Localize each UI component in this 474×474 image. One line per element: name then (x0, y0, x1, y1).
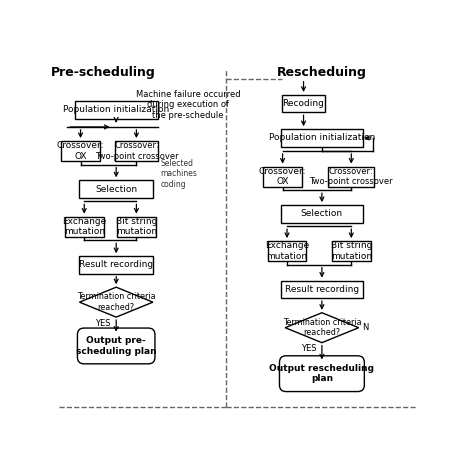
Text: N: N (362, 323, 369, 332)
FancyBboxPatch shape (281, 205, 363, 223)
Text: Result recording: Result recording (285, 285, 359, 294)
Text: Selected
machines
coding: Selected machines coding (160, 159, 197, 189)
Text: Output pre-
scheduling plan: Output pre- scheduling plan (76, 336, 156, 356)
Text: YES: YES (95, 319, 110, 328)
Text: Machine failure occurred
during execution of
the pre-schedule: Machine failure occurred during executio… (136, 90, 240, 119)
Text: Bit string
mutation: Bit string mutation (330, 241, 372, 261)
Text: Termination criteria
reached?: Termination criteria reached? (283, 318, 361, 337)
Text: Rescheduing: Rescheduing (277, 66, 367, 79)
Text: Pre-scheduling: Pre-scheduling (51, 66, 155, 79)
Polygon shape (80, 287, 153, 317)
FancyBboxPatch shape (280, 356, 365, 392)
FancyBboxPatch shape (328, 166, 374, 187)
Text: Recoding: Recoding (283, 99, 325, 108)
Text: Population initialization: Population initialization (63, 105, 169, 114)
Text: Output rescheduling
plan: Output rescheduling plan (269, 364, 374, 383)
Text: Selection: Selection (301, 210, 343, 219)
FancyBboxPatch shape (80, 256, 153, 273)
Text: Crossover:
OX: Crossover: OX (259, 167, 306, 186)
FancyBboxPatch shape (268, 241, 306, 261)
Text: Crossover:
OX: Crossover: OX (57, 141, 104, 161)
FancyBboxPatch shape (65, 217, 103, 237)
FancyBboxPatch shape (115, 141, 157, 161)
Text: Result recording: Result recording (79, 260, 153, 269)
FancyBboxPatch shape (264, 166, 302, 187)
Text: Selection: Selection (95, 184, 137, 193)
Text: Termination criteria
reached?: Termination criteria reached? (77, 292, 155, 312)
FancyBboxPatch shape (281, 281, 363, 298)
Text: YES: YES (301, 345, 316, 354)
FancyBboxPatch shape (77, 328, 155, 364)
Text: Crossover:
Two-point crossover: Crossover: Two-point crossover (95, 141, 178, 161)
FancyBboxPatch shape (281, 129, 363, 146)
FancyBboxPatch shape (80, 180, 153, 198)
FancyBboxPatch shape (117, 217, 155, 237)
FancyBboxPatch shape (61, 141, 100, 161)
Text: Crossover:
Two-point crossover: Crossover: Two-point crossover (310, 167, 393, 186)
Text: Exchange
mutation: Exchange mutation (265, 241, 309, 261)
Text: Exchange
mutation: Exchange mutation (62, 217, 106, 237)
FancyBboxPatch shape (283, 95, 325, 112)
FancyBboxPatch shape (75, 101, 157, 118)
FancyBboxPatch shape (332, 241, 371, 261)
Polygon shape (285, 313, 359, 343)
Text: Population initialization: Population initialization (269, 133, 375, 142)
Text: Bit string
mutation: Bit string mutation (116, 217, 157, 237)
